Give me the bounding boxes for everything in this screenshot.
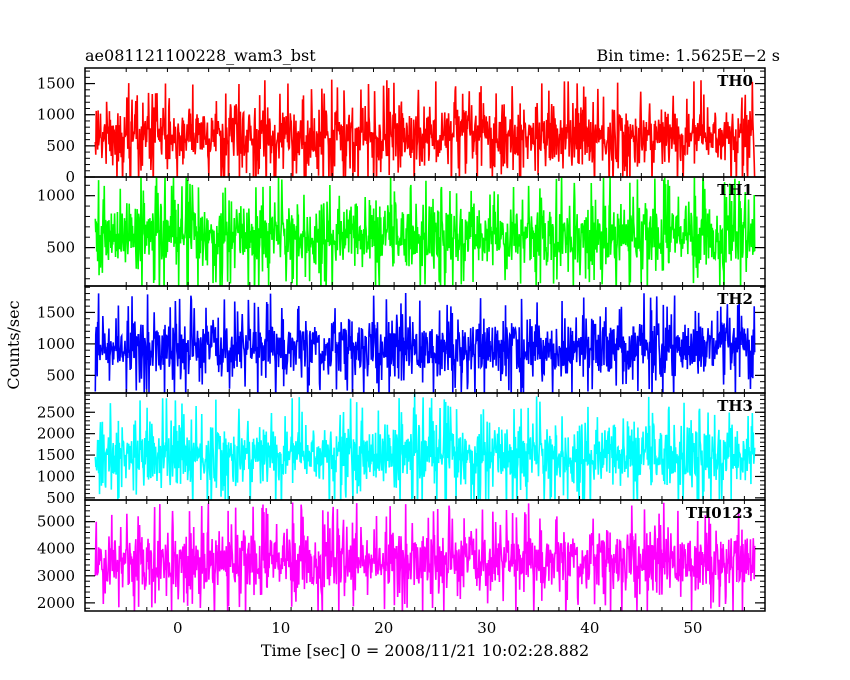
panel-th1: 500 1000 TH1 — [37, 176, 766, 287]
panel-th0: 0 500 1000 1500 TH0 — [37, 67, 766, 186]
x-tick-label: 10 — [271, 619, 290, 637]
y-tick-label: 1500 — [37, 75, 75, 93]
y-tick-label: 3000 — [37, 567, 75, 585]
x-tick-label: 40 — [580, 619, 599, 637]
series-th1 — [94, 177, 756, 286]
panel-label: TH3 — [717, 397, 753, 415]
panel-th2: 500 1000 1500 TH2 — [37, 285, 766, 394]
panel-label: TH0123 — [686, 504, 753, 522]
y-tick-label: 1500 — [37, 303, 75, 321]
y-axis-title: Counts/sec — [4, 300, 23, 389]
y-tick-label: 2500 — [37, 403, 75, 421]
y-tick-label: 2000 — [37, 425, 75, 443]
chart-title: ae081121100228_wam3_bst — [85, 46, 316, 65]
x-axis-title: Time [sec] 0 = 2008/11/21 10:02:28.882 — [261, 641, 589, 660]
series-th3 — [94, 393, 756, 500]
y-tick-label: 4000 — [37, 540, 75, 558]
y-tick-label: 2000 — [37, 594, 75, 612]
y-tick-label: 1500 — [37, 446, 75, 464]
y-tick-label: 0 — [65, 168, 75, 186]
y-tick-label: 1000 — [37, 187, 75, 205]
series-th0123 — [94, 502, 756, 611]
panel-frame — [84, 499, 766, 612]
y-tick-label: 1000 — [37, 106, 75, 124]
x-axis: 0 10 20 30 40 50 — [173, 619, 702, 637]
x-tick-label: 50 — [683, 619, 702, 637]
panel-th0123: 2000 3000 4000 5000 TH0123 — [37, 499, 766, 612]
y-tick-label: 500 — [46, 239, 75, 257]
x-tick-label: 20 — [374, 619, 393, 637]
y-tick-label: 5000 — [37, 513, 75, 531]
y-tick-label: 500 — [46, 137, 75, 155]
y-tick-label: 500 — [46, 366, 75, 384]
y-tick-label: 1000 — [37, 335, 75, 353]
panel-label: TH0 — [717, 72, 753, 90]
bin-time-label: Bin time: 1.5625E−2 s — [597, 46, 780, 65]
y-tick-label: 1000 — [37, 467, 75, 485]
x-tick-label: 30 — [477, 619, 496, 637]
panel-label: TH2 — [717, 290, 753, 308]
y-tick-label: 500 — [46, 489, 75, 507]
series-th0 — [94, 79, 756, 177]
panel-th3: 500 1000 1500 2000 2500 TH3 — [37, 392, 766, 507]
x-tick-label: 0 — [173, 619, 183, 637]
series-th2 — [94, 292, 756, 393]
panel-label: TH1 — [717, 181, 753, 199]
